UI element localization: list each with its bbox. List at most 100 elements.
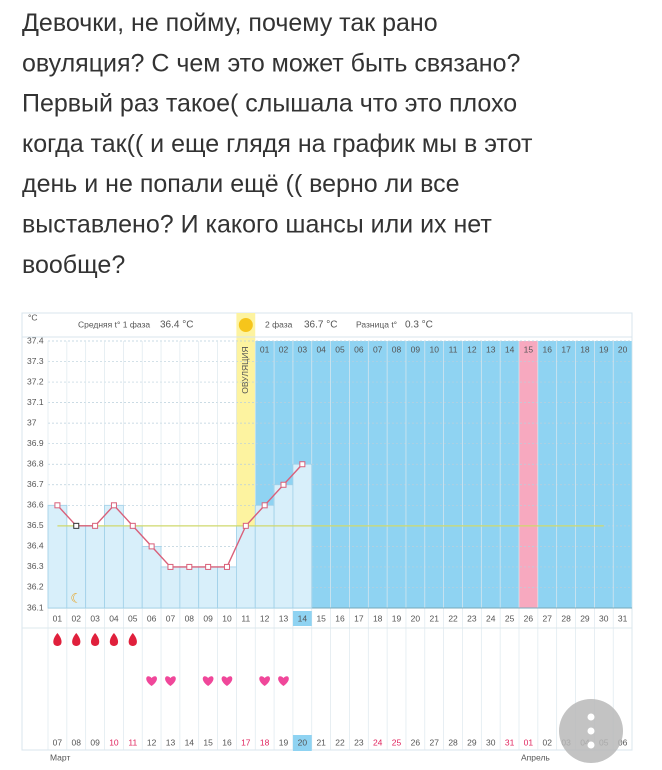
temp-column — [254, 504, 275, 609]
heart — [259, 676, 271, 686]
drop — [109, 633, 119, 646]
y-tick-label: 37.4 — [27, 335, 44, 345]
drop — [53, 633, 62, 646]
heart — [221, 676, 233, 686]
date-label: 27 — [429, 737, 439, 747]
x-tick-label: 11 — [241, 613, 250, 623]
x-tick-label: 15 — [316, 613, 326, 623]
x-tick-label: 03 — [90, 613, 100, 623]
temp-point — [186, 563, 193, 570]
x-tick-label: 12 — [260, 613, 270, 623]
x-tick-label: 09 — [203, 613, 213, 623]
post-line: выставлено? И какого шансы или их нет — [22, 211, 492, 239]
date-label: 14 — [185, 737, 195, 747]
menu-button[interactable] — [559, 699, 623, 763]
temp-point — [110, 502, 117, 509]
dpo-label: 15 — [524, 344, 534, 354]
date-label: 30 — [486, 737, 496, 747]
post-text: Девочки, не пойму, почему так рано овуляц… — [22, 9, 533, 279]
y-tick-label: 37.3 — [27, 356, 44, 366]
unit: °C — [28, 312, 38, 322]
x-tick-label: 01 — [53, 613, 63, 623]
x-tick-label: 20 — [411, 613, 421, 623]
dpo-label: 10 — [429, 344, 439, 354]
dpo-label: 05 — [335, 344, 345, 354]
x-tick-label: 23 — [467, 613, 477, 623]
post-line: овуляция? С чем это может быть связано? — [22, 49, 520, 77]
date-label: 13 — [166, 737, 176, 747]
temp-column — [217, 566, 237, 609]
y-tick-label: 36.2 — [27, 582, 44, 592]
date-label: 29 — [467, 737, 477, 747]
date-label: 18 — [260, 737, 270, 747]
temp-column — [47, 504, 68, 609]
heart — [202, 676, 214, 686]
moon-icon: ☾ — [70, 590, 82, 605]
x-tick-label: 31 — [618, 613, 628, 623]
temp-line — [56, 463, 303, 568]
temp-column — [85, 525, 105, 609]
temp-point — [261, 502, 268, 509]
phase1-value: 36.4 °C — [160, 320, 193, 331]
month-label: Апрель — [521, 752, 550, 762]
diff-label: Разница t° — [356, 319, 397, 329]
y-tick-label: 36.3 — [27, 561, 44, 571]
post-line: день и не попали ещё (( верно ли все — [22, 170, 460, 198]
x-tick-label: 27 — [543, 613, 553, 623]
chart: ОВУЛЯЦИЯ °C Средняя t° 1 фаза 36.4 °C 2 фаза… — [22, 312, 633, 762]
x-tick-label: 24 — [486, 613, 496, 623]
marked-day — [519, 341, 538, 608]
x-tick-label: 06 — [147, 613, 157, 623]
date-label: 12 — [147, 737, 157, 747]
temp-column — [141, 545, 162, 609]
y-tick-label: 37 — [27, 417, 37, 427]
x-tick-label: 30 — [599, 613, 609, 623]
temp-point — [54, 502, 61, 509]
date-label: 24 — [373, 737, 383, 747]
date-label: 17 — [241, 737, 251, 747]
temp-column — [104, 504, 124, 609]
x-tick-label: 04 — [109, 613, 119, 623]
temp-point — [167, 563, 174, 570]
phase2-label: 2 фаза — [265, 319, 293, 329]
date-label: 20 — [298, 737, 308, 747]
date-label: 10 — [109, 737, 119, 747]
dpo-label: 03 — [298, 344, 308, 354]
dpo-label: 14 — [505, 344, 515, 354]
dpo-label: 20 — [618, 344, 628, 354]
post-line: вообще? — [22, 251, 125, 279]
temp-point — [73, 522, 80, 529]
phase1-label: Средняя t° 1 фаза — [78, 319, 150, 329]
temp-point — [148, 543, 155, 550]
x-tick-label: 13 — [279, 613, 289, 623]
date-label: 28 — [448, 737, 458, 747]
heart — [165, 676, 176, 686]
x-tick-label: 16 — [335, 613, 345, 623]
date-label: 15 — [203, 737, 213, 747]
post-line: Первый раз такое( слышала что это плохо — [22, 90, 517, 118]
x-tick-label: 17 — [354, 613, 364, 623]
drop — [128, 633, 137, 646]
x-tick-label: 28 — [561, 613, 571, 623]
dpo-label: 08 — [392, 344, 402, 354]
x-tick-label: 26 — [524, 613, 534, 623]
x-tick-label: 18 — [373, 613, 383, 623]
y-tick-label: 37.2 — [27, 376, 44, 386]
temp-column — [292, 463, 313, 609]
date-label: 23 — [354, 737, 364, 747]
date-label: 16 — [222, 737, 232, 747]
date-label: 22 — [335, 737, 345, 747]
date-label: 19 — [279, 737, 289, 747]
y-tick-label: 36.4 — [27, 541, 44, 551]
x-tick-label: 02 — [72, 613, 82, 623]
phase2-value: 36.7 °C — [304, 320, 337, 331]
x-tick-label: 07 — [166, 613, 176, 623]
ovulation-sun — [238, 318, 253, 332]
x-tick-label: 25 — [505, 613, 515, 623]
dpo-label: 09 — [411, 344, 421, 354]
x-tick-label: 29 — [580, 613, 590, 623]
dpo-label: 13 — [486, 344, 496, 354]
x-tick-label: 22 — [448, 613, 458, 623]
date-label: 06 — [618, 737, 628, 747]
date-label: 02 — [543, 737, 553, 747]
